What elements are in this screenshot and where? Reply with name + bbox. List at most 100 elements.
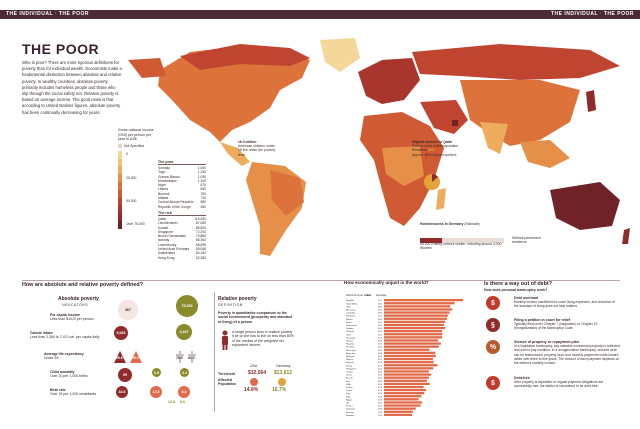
gini-value-label: 59.2 xyxy=(378,306,383,308)
header-left-label: THE INDIVIDUAL · THE POOR xyxy=(6,11,89,17)
absolute-relative-heading: How are absolute and relative poverty de… xyxy=(22,282,144,288)
calorie-text: Less than 2,360 to 2,470 cal. per capita… xyxy=(30,335,100,340)
gini-value-label: 44.0 xyxy=(378,368,383,370)
gini-bar xyxy=(384,398,419,401)
table-row: Republic of the Congo 460 xyxy=(158,205,206,209)
birth-rate-circle: 14.5 xyxy=(150,386,162,398)
child-mortality-circle: 6.8 xyxy=(152,368,161,377)
gini-value-label: 61.0 xyxy=(378,310,383,312)
affected-usa-marker xyxy=(250,378,258,386)
table-row: Somalia 1,000 xyxy=(158,166,206,170)
qatar-title: Migrant workers in Qatar xyxy=(412,140,452,144)
table-row: Kuwait 85,820 xyxy=(158,226,206,230)
gini-bar xyxy=(384,348,430,351)
legend-swatch xyxy=(118,205,122,214)
country-tables: The poor Somalia 1,000 Togo 1,230 Guinea-Bis… xyxy=(158,158,206,260)
bar-country-label: Bolivia xyxy=(346,319,353,321)
map-central-africa xyxy=(382,146,424,186)
section-divider xyxy=(22,280,620,281)
poor-table-title: The poor xyxy=(158,160,206,165)
germany-bar-fill xyxy=(420,238,442,243)
table-country: Liechtenstein xyxy=(158,221,178,226)
life-label: Average life expectancy xyxy=(44,352,84,356)
child-mortality-circle: 4.4 xyxy=(180,368,189,377)
header-section-left: THE INDIVIDUAL xyxy=(6,11,53,17)
intro-text: Who is poor? There are more rigorous def… xyxy=(22,60,122,115)
gini-bar xyxy=(384,388,427,392)
gini-value-label: 30.8 xyxy=(378,399,383,401)
table-value: 65,300 xyxy=(195,238,206,243)
table-country: Kuwait xyxy=(158,225,168,230)
bar-country-label: Panama xyxy=(346,331,355,333)
gini-bar xyxy=(384,308,453,311)
bar-country-label: Nicaragua xyxy=(346,349,357,352)
gini-bar xyxy=(384,404,421,407)
table-row: Niger 870 xyxy=(158,183,206,187)
life-text: Under 55 xyxy=(44,356,59,361)
bar-country-label: Honduras xyxy=(346,315,356,318)
gini-value-label: 51.9 xyxy=(378,331,383,333)
gini-value-label: 58.5 xyxy=(378,313,383,315)
debt-step-body: In a liquidation bankruptcy, any saleabl… xyxy=(514,344,620,366)
table-value: 58,695 xyxy=(195,242,206,247)
gini-bar xyxy=(384,364,438,367)
table-row: Guinea-Bissau 1,090 xyxy=(158,175,206,179)
table-row: Central African Republic 580 xyxy=(158,200,206,204)
affected-germany-marker xyxy=(278,378,286,386)
debt-heading: Is there a way out of debt? xyxy=(484,281,552,287)
per-capita-text: Less than $1/US per person xyxy=(50,317,94,322)
bar-country-label: Argentina xyxy=(346,352,356,355)
bar-country-label: Turkey xyxy=(346,371,354,374)
debt-step-title: Debt overload xyxy=(514,296,538,300)
bar-country-label: Germany xyxy=(346,408,356,411)
gini-bar xyxy=(384,302,455,305)
gini-bar xyxy=(384,385,424,389)
germany-without: Without permanent residence xyxy=(512,236,541,245)
gini-bar xyxy=(384,376,429,379)
table-row: Burundi 760 xyxy=(158,192,206,196)
table-row: Luxembourg 58,695 xyxy=(158,243,206,247)
header-topic-left: THE POOR xyxy=(58,11,89,17)
debt-step-icon: % xyxy=(486,340,500,354)
legend-swatch xyxy=(118,174,122,182)
gini-bar xyxy=(384,392,425,395)
legend-swatches: 0 20,000 50,000 Over 75,000 xyxy=(118,150,154,229)
map-se-asia xyxy=(520,140,570,168)
table-row: Liechtenstein 87,080 xyxy=(158,221,206,225)
gini-value-label: 53.7 xyxy=(378,325,383,327)
bar-country-label: Philippines xyxy=(346,368,357,370)
table-country: Togo xyxy=(158,170,166,175)
legend-swatch xyxy=(118,166,122,175)
table-value: 72,200 xyxy=(195,229,206,234)
debt-step-icon: § xyxy=(486,318,500,332)
gini-bar xyxy=(384,317,448,320)
debt-step-icon: $ xyxy=(486,376,500,390)
bar-country-label: Haiti xyxy=(346,305,351,308)
calorie-label: Calorie intake xyxy=(30,331,53,335)
table-row: Malawi 730 xyxy=(158,196,206,200)
map-madagascar xyxy=(436,188,446,210)
gini-bar xyxy=(384,311,450,314)
gini-bar xyxy=(384,413,412,416)
table-row: Liberia 850 xyxy=(158,187,206,191)
bar-country-label: Mexico xyxy=(346,341,354,343)
table-country: Somalia xyxy=(158,166,170,170)
calorie-circle-b: 3,447 xyxy=(176,324,192,340)
gini-bar-chart-svg: World income share Gini Average Namibia 7… xyxy=(346,293,464,417)
bar-country-label: Norway xyxy=(346,411,354,414)
table-value: 85,820 xyxy=(195,225,206,230)
qatar-migrants: Approx. 88% migrant workers xyxy=(412,152,457,157)
gini-bar xyxy=(384,395,422,398)
header-topic-right: THE POOR xyxy=(603,11,634,17)
table-row: Mozambique 1,100 xyxy=(158,179,206,183)
rich-table-title: The rich xyxy=(158,211,206,216)
table-value: 460 xyxy=(200,204,206,209)
table-row: Singapore 72,200 xyxy=(158,230,206,234)
table-value: 52,383 xyxy=(195,255,206,260)
gini-bar-chart: World income share Gini Average Namibia 7… xyxy=(344,292,472,418)
gini-value-label: 40.8 xyxy=(378,384,383,386)
bar-country-label: Botswana xyxy=(346,309,356,312)
gini-value-label: 36.0 xyxy=(378,393,383,395)
life-triangle-marker: 55.6 xyxy=(114,350,126,366)
qatar-sub: Portion of the entire population xyxy=(412,144,459,149)
